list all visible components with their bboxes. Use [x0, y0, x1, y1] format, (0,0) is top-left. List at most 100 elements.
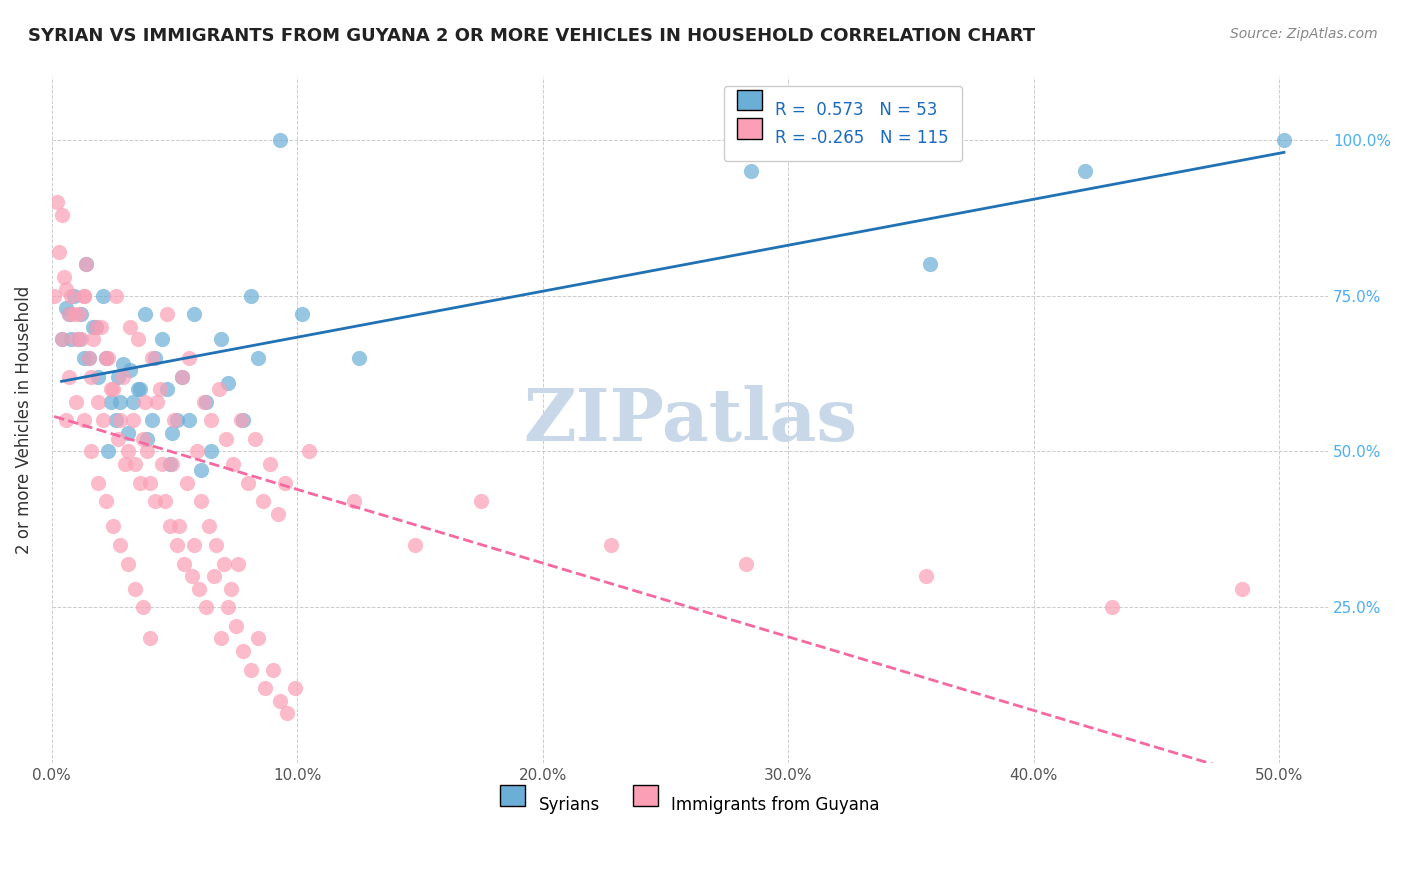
Point — [169, 519, 191, 533]
Point — [254, 681, 277, 696]
Point — [110, 413, 132, 427]
Point — [470, 494, 492, 508]
Point — [298, 444, 321, 458]
Point — [343, 494, 366, 508]
Point — [141, 413, 163, 427]
Point — [124, 457, 146, 471]
Point — [232, 413, 254, 427]
Point — [200, 413, 222, 427]
Point — [276, 706, 298, 721]
Point — [73, 413, 96, 427]
Point — [186, 444, 208, 458]
Point — [63, 288, 86, 302]
Point — [246, 632, 269, 646]
Point — [209, 332, 232, 346]
Point — [404, 538, 426, 552]
Point — [600, 538, 623, 552]
Point — [97, 444, 120, 458]
Point — [236, 475, 259, 490]
Point — [48, 244, 70, 259]
Point — [107, 369, 129, 384]
Point — [131, 432, 153, 446]
Point — [70, 307, 93, 321]
Point — [1232, 582, 1254, 596]
Point — [104, 413, 127, 427]
Point — [75, 257, 97, 271]
Point — [156, 307, 179, 321]
Point — [195, 394, 218, 409]
Point — [136, 444, 159, 458]
Point — [209, 632, 232, 646]
Point — [44, 288, 66, 302]
Point — [222, 457, 245, 471]
Point — [215, 432, 238, 446]
Point — [269, 694, 291, 708]
Point — [143, 494, 166, 508]
Point — [134, 394, 156, 409]
Point — [55, 282, 77, 296]
Point — [266, 507, 288, 521]
Point — [179, 351, 201, 365]
Point — [218, 600, 240, 615]
Point — [117, 425, 139, 440]
Point — [58, 369, 80, 384]
Point — [139, 475, 162, 490]
Point — [117, 557, 139, 571]
Point — [87, 369, 110, 384]
Point — [129, 382, 152, 396]
Point — [170, 369, 193, 384]
Point — [127, 332, 149, 346]
Point — [166, 538, 188, 552]
Point — [141, 351, 163, 365]
Point — [195, 600, 218, 615]
Point — [82, 319, 104, 334]
Text: ZIPatlas: ZIPatlas — [523, 384, 858, 456]
Point — [82, 332, 104, 346]
Point — [121, 394, 143, 409]
Point — [259, 457, 281, 471]
Point — [101, 519, 124, 533]
Point — [163, 413, 186, 427]
Point — [176, 475, 198, 490]
Point — [70, 332, 93, 346]
Point — [73, 288, 96, 302]
Point — [91, 288, 114, 302]
Point — [84, 319, 107, 334]
Point — [225, 619, 247, 633]
Point — [120, 363, 142, 377]
Point — [94, 494, 117, 508]
Point — [60, 332, 83, 346]
Point — [170, 369, 193, 384]
Legend: Syrians, Immigrants from Guyana: Syrians, Immigrants from Guyana — [492, 787, 889, 823]
Point — [111, 369, 134, 384]
Point — [291, 307, 314, 321]
Point — [190, 463, 212, 477]
Point — [77, 351, 100, 365]
Point — [190, 494, 212, 508]
Point — [200, 444, 222, 458]
Point — [202, 569, 225, 583]
Point — [110, 538, 132, 552]
Point — [205, 538, 228, 552]
Point — [188, 582, 211, 596]
Point — [269, 133, 291, 147]
Point — [67, 332, 90, 346]
Point — [121, 413, 143, 427]
Point — [274, 475, 297, 490]
Point — [60, 288, 83, 302]
Point — [245, 432, 267, 446]
Point — [139, 632, 162, 646]
Point — [159, 457, 181, 471]
Point — [77, 351, 100, 365]
Point — [51, 332, 73, 346]
Point — [131, 600, 153, 615]
Point — [1272, 133, 1295, 147]
Point — [90, 319, 112, 334]
Point — [73, 351, 96, 365]
Point — [160, 425, 183, 440]
Point — [127, 382, 149, 396]
Point — [149, 382, 172, 396]
Point — [183, 307, 205, 321]
Point — [65, 394, 87, 409]
Point — [740, 164, 762, 178]
